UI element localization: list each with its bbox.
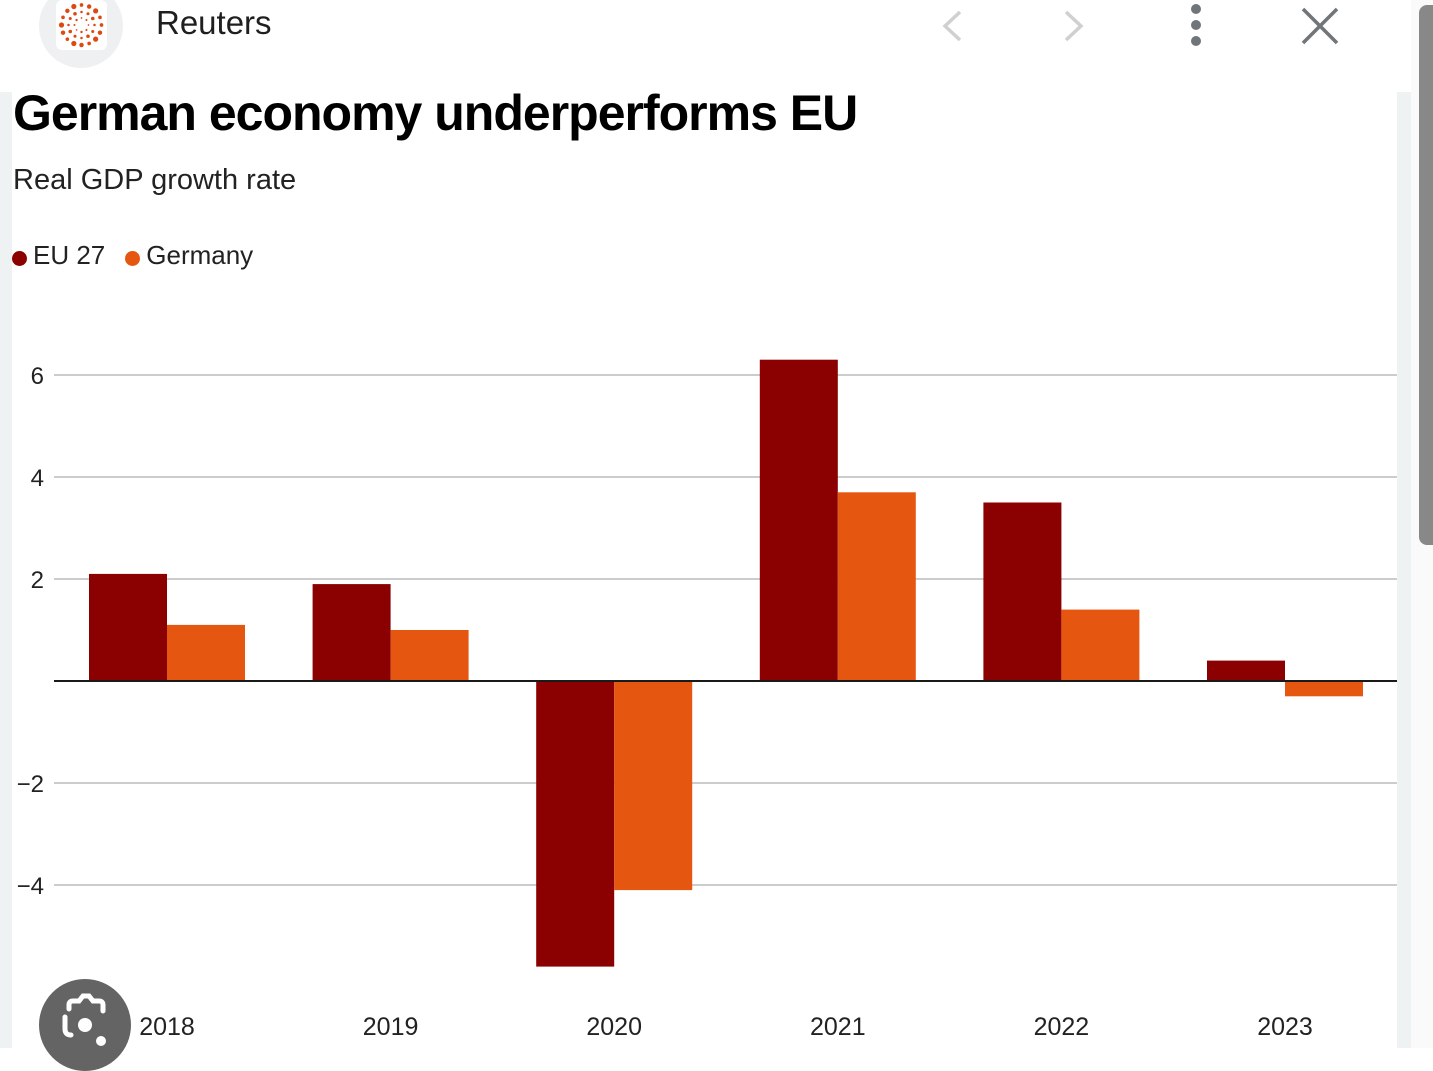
logo-dot [79,3,84,7]
logo-dot [93,23,96,27]
close-icon [1301,7,1339,45]
legend-label-germany: Germany [146,240,254,270]
more-vertical-icon [1191,4,1201,46]
close-button[interactable] [1298,4,1342,48]
logo-dot [73,23,76,27]
bar-germany-2019 [390,630,469,681]
bar-germany-2022 [1061,609,1140,681]
site-logo-badge[interactable] [39,0,123,68]
chart-legend: EU 27 Germany [12,240,273,271]
logo-dot [65,8,70,14]
chart-subtitle: Real GDP growth rate [13,164,297,196]
logo-dot [80,17,83,19]
logo-dot [86,12,90,16]
logo-dot [80,36,83,40]
bar-eu27-2020 [536,681,615,967]
logo-dot [97,30,103,35]
logo-dot [73,11,77,16]
y-tick-label: 2 [31,567,44,594]
bar-germany-2018 [167,624,245,681]
logo-dot [75,18,78,22]
logo-dot [90,16,95,21]
logo-dot [60,30,66,35]
scrollbar-thumb[interactable] [1419,5,1433,545]
logo-dot [67,23,70,27]
logo-dot [91,29,95,34]
bar-eu27-2023 [1207,660,1285,681]
y-tick-label: −4 [17,873,44,900]
chevron-right-icon [1064,10,1084,42]
bar-germany-2023 [1285,681,1363,697]
logo-dot [65,37,70,41]
x-tick-label: 2018 [139,1013,195,1041]
y-tick-label: 4 [31,465,44,492]
logo-dot [79,42,84,48]
logo-dot [87,24,90,26]
logo-dot [86,4,92,9]
logo-dot [71,40,77,47]
logo-dot [85,28,88,31]
logo-dot [61,15,65,20]
image-border-right [1397,92,1411,1048]
chart-title: German economy underperforms EU [13,85,858,141]
legend-item-eu27: EU 27 [12,240,105,271]
legend-swatch-germany [125,251,141,266]
logo-dot [71,3,77,10]
logo-dot [68,16,72,21]
logo-dot [87,41,91,46]
logo-dot [99,23,104,27]
forward-button[interactable] [1052,4,1096,48]
bar-eu27-2021 [759,359,838,681]
bar-eu27-2019 [312,584,391,681]
logo-dot [80,10,83,14]
bar-germany-2021 [837,492,916,681]
more-options-button[interactable] [1174,4,1218,48]
x-tick-label: 2021 [810,1013,866,1041]
bar-germany-2020 [614,681,693,891]
logo-dot [85,19,88,22]
y-tick-label: 6 [31,363,44,390]
google-lens-icon [62,993,106,1046]
legend-label-eu27: EU 27 [33,240,106,270]
logo-dot [73,34,77,38]
logo-dot [98,15,102,20]
x-tick-label: 2019 [363,1013,419,1041]
reuters-logo-icon [56,0,107,50]
logo-dot [93,8,99,14]
logo-dot [68,29,73,34]
x-tick-label: 2020 [586,1013,642,1041]
chevron-left-icon [942,10,962,42]
site-name: Reuters [156,4,272,41]
bar-eu27-2022 [983,502,1062,681]
viewer-top-bar: Reuters [0,0,1418,92]
bar-eu27-2018 [89,573,167,681]
logo-dot [58,22,65,28]
legend-swatch-eu27 [12,251,27,266]
logo-dot [80,30,83,34]
image-border-left [0,92,12,1048]
logo-dot [86,34,90,39]
logo-dot [93,36,99,42]
logo-dot [75,29,78,31]
x-tick-label: 2023 [1257,1013,1313,1041]
google-lens-button[interactable] [39,979,131,1071]
back-button[interactable] [930,4,974,48]
legend-item-germany: Germany [125,240,253,271]
bar-chart: 6 4 2 −2 −4 2018 2019 2020 2021 2022 2023 [17,359,1397,1041]
y-tick-label: −2 [17,771,44,798]
x-tick-label: 2022 [1034,1013,1090,1041]
